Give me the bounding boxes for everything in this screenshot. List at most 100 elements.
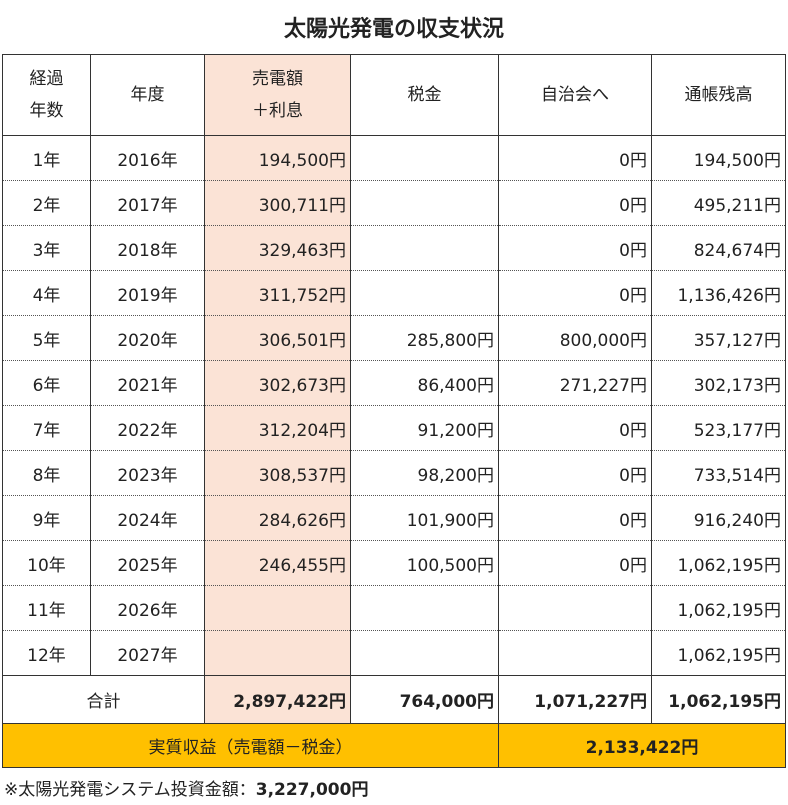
cell-association [498, 585, 652, 631]
cell-association: 271,227円 [498, 360, 652, 406]
cell-elapsed: 5年 [2, 315, 91, 361]
cell-sales: 302,673円 [204, 360, 351, 406]
cell-year: 2023年 [90, 450, 205, 496]
total-sales: 2,897,422円 [204, 675, 351, 724]
cell-tax: 91,200円 [350, 405, 499, 451]
cell-elapsed: 2年 [2, 180, 91, 226]
cell-tax [350, 180, 499, 226]
cell-sales [204, 630, 351, 676]
cell-tax [350, 225, 499, 271]
table-row: 2年 2017年 300,711円 0円 495,211円 [2, 180, 786, 226]
header-row: 経過 年数 年度 売電額 ＋利息 税金 自治会へ 通帳残高 [2, 54, 786, 136]
cell-association: 0円 [498, 405, 652, 451]
cell-association: 0円 [498, 180, 652, 226]
cell-balance: 733,514円 [651, 450, 786, 496]
cell-year: 2018年 [90, 225, 205, 271]
cell-elapsed: 12年 [2, 630, 91, 676]
cell-year: 2026年 [90, 585, 205, 631]
page-title: 太陽光発電の収支状況 [283, 17, 504, 42]
cell-sales: 311,752円 [204, 270, 351, 316]
cell-balance: 523,177円 [651, 405, 786, 451]
cell-sales: 306,501円 [204, 315, 351, 361]
header-fiscal-year: 年度 [90, 54, 205, 136]
total-balance: 1,062,195円 [651, 675, 786, 724]
total-association: 1,071,227円 [498, 675, 652, 724]
header-sales-interest: 売電額 ＋利息 [204, 54, 351, 136]
cell-year: 2025年 [90, 540, 205, 586]
net-profit-value: 2,133,422円 [498, 723, 786, 768]
net-profit-label: 実質収益（売電額－税金） [2, 723, 499, 768]
total-tax: 764,000円 [350, 675, 499, 724]
investment-note-value: 3,227,000円 [255, 779, 369, 800]
cell-elapsed: 7年 [2, 405, 91, 451]
header-association: 自治会へ [498, 54, 652, 136]
cell-association: 0円 [498, 540, 652, 586]
cell-association: 0円 [498, 225, 652, 271]
cell-sales: 194,500円 [204, 135, 351, 181]
income-expense-table: 経過 年数 年度 売電額 ＋利息 税金 自治会へ 通帳残高 1年 2016年 194… [2, 54, 786, 768]
cell-tax: 101,900円 [350, 495, 499, 541]
table-row: 1年 2016年 194,500円 0円 194,500円 [2, 135, 786, 181]
investment-note: ※太陽光発電システム投資金額： 3,227,000円 [4, 772, 368, 802]
header-elapsed-years-line1: 経過 [29, 69, 64, 89]
cell-tax [350, 585, 499, 631]
cell-tax: 86,400円 [350, 360, 499, 406]
cell-association: 0円 [498, 450, 652, 496]
cell-year: 2016年 [90, 135, 205, 181]
cell-balance: 495,211円 [651, 180, 786, 226]
cell-elapsed: 6年 [2, 360, 91, 406]
cell-balance: 1,136,426円 [651, 270, 786, 316]
cell-year: 2019年 [90, 270, 205, 316]
cell-year: 2027年 [90, 630, 205, 676]
total-label: 合計 [2, 675, 205, 724]
cell-elapsed: 10年 [2, 540, 91, 586]
table-row: 8年 2023年 308,537円 98,200円 0円 733,514円 [2, 450, 786, 496]
cell-elapsed: 3年 [2, 225, 91, 271]
table-row: 10年 2025年 246,455円 100,500円 0円 1,062,195円 [2, 540, 786, 586]
header-balance: 通帳残高 [651, 54, 786, 136]
table-row: 12年 2027年 1,062,195円 [2, 630, 786, 676]
cell-association: 0円 [498, 495, 652, 541]
table-row: 4年 2019年 311,752円 0円 1,136,426円 [2, 270, 786, 316]
cell-sales: 300,711円 [204, 180, 351, 226]
cell-association: 0円 [498, 135, 652, 181]
cell-balance: 194,500円 [651, 135, 786, 181]
table-row: 11年 2026年 1,062,195円 [2, 585, 786, 631]
cell-balance: 916,240円 [651, 495, 786, 541]
table-row: 3年 2018年 329,463円 0円 824,674円 [2, 225, 786, 271]
net-profit-row: 実質収益（売電額－税金） 2,133,422円 [2, 723, 786, 768]
table-row: 6年 2021年 302,673円 86,400円 271,227円 302,173円 [2, 360, 786, 406]
cell-association: 800,000円 [498, 315, 652, 361]
cell-elapsed: 1年 [2, 135, 91, 181]
cell-balance: 824,674円 [651, 225, 786, 271]
cell-sales: 312,204円 [204, 405, 351, 451]
cell-elapsed: 4年 [2, 270, 91, 316]
table-row: 5年 2020年 306,501円 285,800円 800,000円 357,127円 [2, 315, 786, 361]
cell-sales [204, 585, 351, 631]
cell-balance: 1,062,195円 [651, 630, 786, 676]
cell-sales: 329,463円 [204, 225, 351, 271]
table-row: 7年 2022年 312,204円 91,200円 0円 523,177円 [2, 405, 786, 451]
cell-tax [350, 270, 499, 316]
total-row: 合計 2,897,422円 764,000円 1,071,227円 1,062,… [2, 675, 786, 724]
table-body: 1年 2016年 194,500円 0円 194,500円 2年 2017年 300,711… [2, 135, 786, 768]
cell-tax: 285,800円 [350, 315, 499, 361]
cell-association [498, 630, 652, 676]
cell-tax: 100,500円 [350, 540, 499, 586]
table-row: 9年 2024年 284,626円 101,900円 0円 916,240円 [2, 495, 786, 541]
cell-year: 2024年 [90, 495, 205, 541]
cell-balance: 1,062,195円 [651, 540, 786, 586]
cell-sales: 308,537円 [204, 450, 351, 496]
header-tax: 税金 [350, 54, 499, 136]
cell-tax [350, 630, 499, 676]
cell-elapsed: 9年 [2, 495, 91, 541]
cell-elapsed: 8年 [2, 450, 91, 496]
cell-sales: 284,626円 [204, 495, 351, 541]
cell-elapsed: 11年 [2, 585, 91, 631]
header-sales-line2: ＋利息 [252, 101, 303, 121]
cell-year: 2022年 [90, 405, 205, 451]
cell-tax [350, 135, 499, 181]
cell-sales: 246,455円 [204, 540, 351, 586]
cell-balance: 1,062,195円 [651, 585, 786, 631]
header-elapsed-years-line2: 年数 [29, 101, 64, 121]
